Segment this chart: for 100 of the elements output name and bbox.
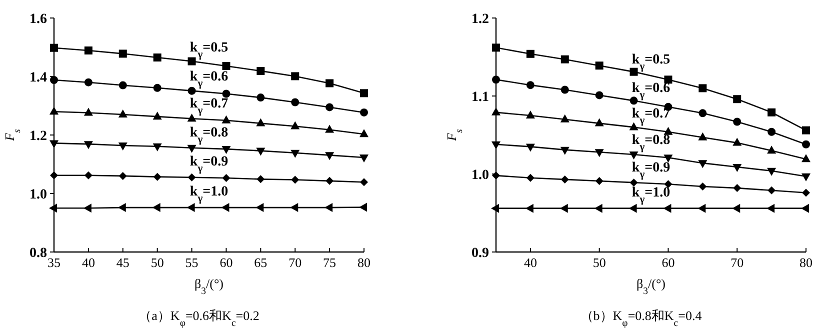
point	[492, 141, 500, 150]
point	[526, 50, 534, 58]
point	[594, 204, 602, 213]
x-tick-label: 50	[150, 255, 164, 270]
x-axis-title: β$_{3}$/(°)	[194, 276, 224, 296]
point	[595, 91, 604, 100]
point	[256, 94, 265, 102]
point	[50, 140, 58, 148]
point	[526, 174, 534, 182]
point	[152, 112, 162, 120]
point	[50, 76, 58, 84]
point	[222, 146, 231, 154]
x-tick-label: 60	[220, 255, 233, 270]
x-tick-label: 70	[288, 255, 302, 270]
point	[118, 203, 126, 212]
point	[221, 203, 230, 212]
point	[801, 204, 809, 213]
point	[525, 204, 534, 213]
point	[802, 173, 810, 182]
point	[560, 146, 570, 155]
point	[766, 204, 775, 213]
point	[595, 62, 604, 70]
x-tick-label: 35	[48, 255, 60, 270]
point	[698, 109, 707, 118]
point	[187, 144, 196, 153]
point	[222, 62, 230, 70]
point	[802, 126, 810, 134]
point	[802, 140, 810, 148]
x-tick-label: 80	[800, 255, 812, 270]
point	[664, 154, 673, 163]
point	[188, 86, 196, 95]
point	[560, 114, 570, 122]
point	[628, 204, 637, 213]
point	[560, 86, 569, 94]
point	[360, 108, 368, 116]
point	[222, 174, 230, 182]
point	[492, 44, 500, 52]
point	[290, 203, 298, 212]
point	[594, 149, 604, 158]
point	[733, 184, 742, 192]
point	[630, 178, 638, 187]
point	[326, 79, 334, 88]
point	[802, 188, 810, 197]
series-label: k$_{γ}$=0.6	[632, 80, 670, 100]
x-tick-label: 60	[662, 255, 675, 270]
series-label: k$_{γ}$=0.7	[190, 96, 228, 116]
point	[49, 204, 57, 213]
point	[595, 177, 604, 186]
point	[84, 46, 92, 54]
point	[84, 78, 92, 86]
point	[630, 96, 638, 105]
x-tick-label: 70	[730, 255, 744, 270]
x-tick-label: 75	[323, 255, 336, 270]
point	[630, 68, 638, 76]
point	[50, 171, 58, 180]
point	[732, 164, 742, 172]
point	[84, 108, 93, 116]
point	[768, 108, 776, 116]
point	[526, 81, 534, 90]
point	[222, 115, 231, 124]
point	[118, 50, 127, 58]
point	[153, 53, 162, 62]
point	[291, 72, 300, 80]
point	[526, 144, 535, 152]
point	[526, 110, 535, 118]
point	[290, 121, 300, 130]
point	[360, 129, 368, 138]
point	[84, 141, 93, 150]
point	[325, 152, 334, 160]
point	[698, 204, 706, 213]
series-label: k$_{γ}$=0.9	[190, 154, 228, 174]
point	[83, 204, 92, 213]
point	[324, 203, 333, 212]
point	[698, 182, 707, 190]
point	[767, 146, 776, 154]
point	[187, 114, 196, 122]
x-tick-label: 80	[358, 255, 370, 270]
point	[222, 90, 230, 98]
point	[733, 95, 742, 104]
x-tick-label: 40	[82, 255, 95, 270]
point	[188, 173, 196, 182]
point	[188, 57, 196, 66]
x-tick-label: 65	[254, 255, 268, 270]
point	[629, 122, 638, 130]
point	[594, 118, 604, 126]
point	[733, 118, 742, 126]
point	[663, 204, 672, 213]
point	[291, 176, 300, 184]
point	[84, 171, 92, 180]
series-label: k$_{γ}$=0.9	[632, 160, 670, 180]
point	[698, 160, 708, 168]
point	[629, 152, 638, 160]
x-tick-label: 55	[185, 255, 198, 270]
point	[768, 128, 776, 136]
point	[256, 148, 266, 156]
point	[326, 103, 334, 112]
point	[256, 118, 266, 126]
point	[118, 172, 127, 180]
point	[360, 154, 368, 163]
point	[768, 186, 776, 194]
